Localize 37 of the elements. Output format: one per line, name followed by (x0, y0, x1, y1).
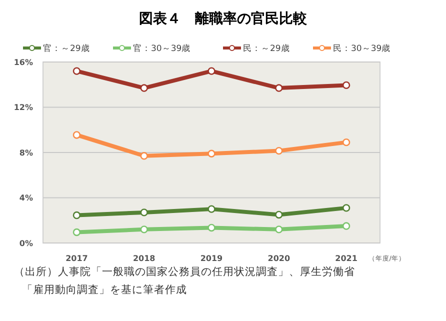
y-tick-label: 16% (14, 58, 33, 67)
point (342, 204, 350, 212)
y-tick-label: 8% (19, 148, 33, 158)
point (342, 222, 350, 230)
text: 「雇用動向調査」を基に筆者作成 (22, 283, 187, 296)
legend-label: 民：30～39歳 (333, 42, 391, 54)
point (72, 131, 81, 139)
y-tick-label: 12% (14, 103, 33, 112)
point (275, 146, 283, 155)
point (208, 205, 216, 213)
point (140, 152, 148, 160)
point (72, 211, 81, 220)
point (208, 150, 216, 158)
point (342, 138, 350, 146)
point (72, 67, 81, 75)
point (342, 81, 350, 90)
legend-label: 官：30～39歳 (133, 42, 191, 54)
x-tick-label: 2021 (335, 254, 358, 263)
point (140, 208, 148, 216)
x-tick-label: 2017 (66, 254, 88, 263)
text: （出所）人事院「一般職の国家公務員の任用状況調査」、厚生労働省 (14, 265, 355, 278)
point (208, 224, 216, 232)
x-tick-label: 2019 (200, 254, 224, 263)
chart-title: 図表４ 離職率の官民比較 (139, 10, 308, 27)
point (208, 67, 216, 75)
point (72, 228, 81, 236)
point (140, 226, 148, 234)
point (275, 84, 283, 92)
legend-label: 官：～29歳 (43, 42, 90, 54)
point (140, 84, 148, 92)
point (275, 226, 283, 234)
legend-label: 民：～29歳 (243, 42, 290, 54)
y-tick-label: 0% (19, 238, 33, 248)
point (275, 210, 283, 219)
y-tick-label: 4% (19, 194, 33, 203)
x-tick-label: 2020 (268, 254, 290, 263)
x-tick-label: 2018 (132, 254, 156, 263)
